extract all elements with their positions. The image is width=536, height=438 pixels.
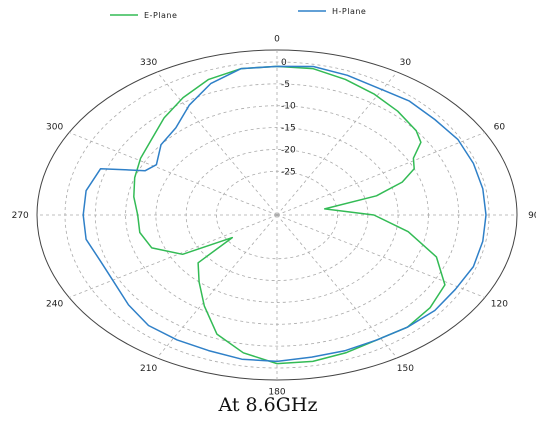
angle-tick-180: 180 (268, 388, 285, 398)
angle-tick-240: 240 (46, 299, 63, 309)
radial-tick-2: -10 (281, 102, 296, 112)
angle-tick-300: 300 (46, 123, 63, 133)
legend: E-Plane H-Plane (110, 7, 366, 20)
spoke-150 (276, 214, 398, 359)
angle-tick-270: 270 (12, 211, 29, 221)
legend-label-e-plane: E-Plane (144, 11, 177, 20)
radial-tick-3: -15 (281, 124, 296, 134)
radial-tick-4: -20 (281, 145, 296, 155)
spoke-300 (69, 132, 278, 216)
series-line-e-plane (133, 65, 446, 365)
angle-tick-330: 330 (140, 58, 157, 68)
radial-tick-1: -5 (281, 80, 290, 90)
legend-label-h-plane: H-Plane (332, 7, 366, 16)
polar-grid (36, 49, 518, 381)
spoke-30 (276, 71, 398, 216)
spoke-60 (276, 132, 485, 216)
angle-tick-0: 0 (274, 34, 280, 44)
tick-labels: 0 30 60 90 120 150 180 210 240 270 300 330 0 -5 -10 -15… (12, 34, 536, 397)
spoke-210 (156, 214, 278, 359)
radial-tick-5: -25 (281, 167, 296, 177)
spoke-240 (69, 214, 278, 298)
angle-tick-30: 30 (400, 58, 412, 68)
angle-tick-120: 120 (491, 299, 508, 309)
chart-caption: At 8.6GHz (218, 394, 318, 416)
angle-tick-60: 60 (494, 123, 506, 133)
angle-tick-210: 210 (140, 364, 157, 374)
series-line-h-plane (82, 65, 487, 363)
radial-tick-0: 0 (281, 58, 287, 68)
spoke-330 (156, 71, 278, 216)
angle-tick-90: 90 (528, 211, 536, 221)
series-lines (82, 65, 487, 365)
angle-tick-150: 150 (397, 364, 414, 374)
spoke-120 (276, 214, 485, 298)
